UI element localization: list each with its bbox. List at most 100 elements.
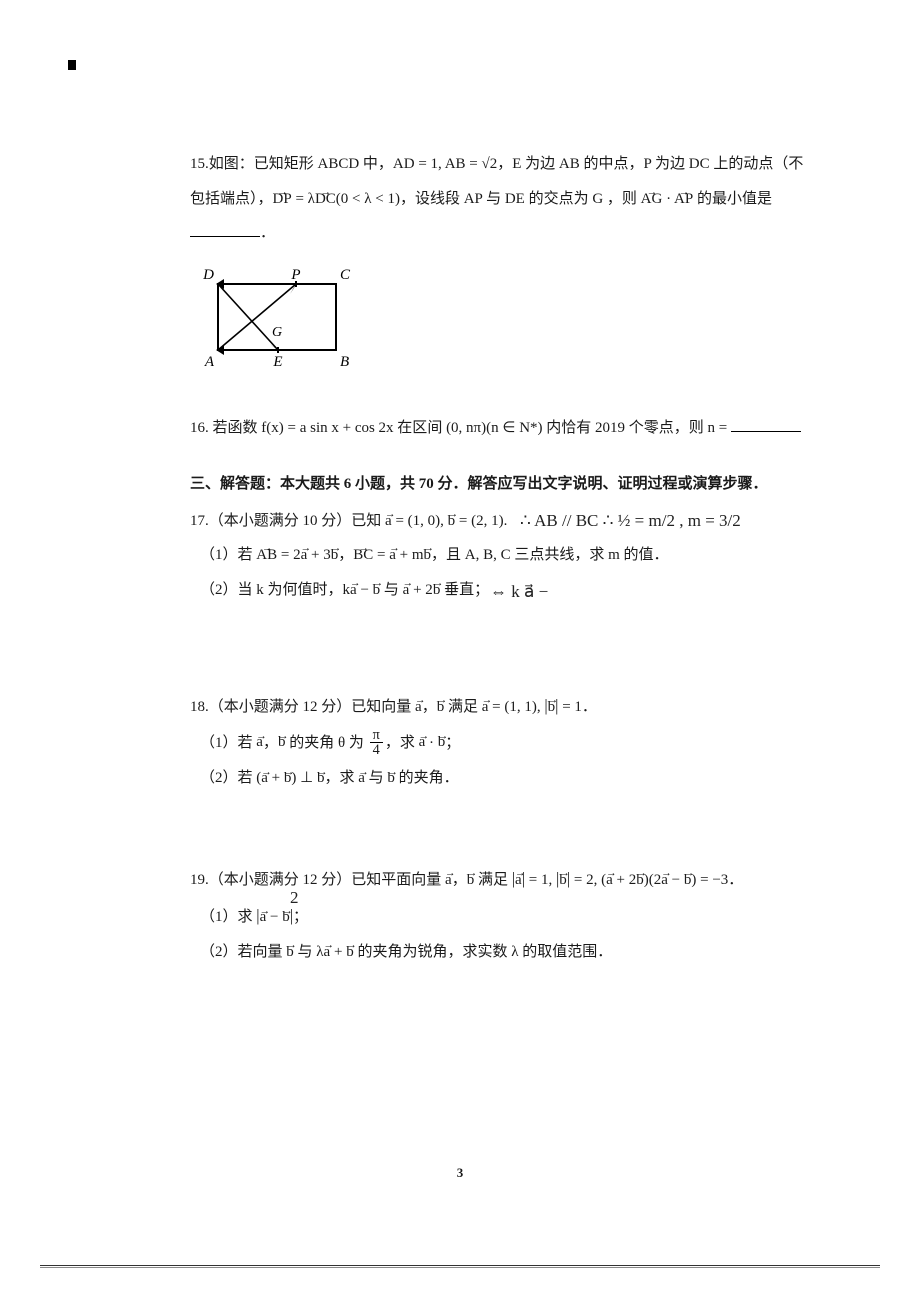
- q17-s2-c: 与: [380, 582, 403, 598]
- vec-b2: b: [331, 547, 339, 563]
- vec-ag: AG: [641, 191, 663, 207]
- vec-bc: BC: [353, 547, 373, 563]
- q18-s1-f: ；: [445, 734, 460, 750]
- vec-a6: a: [415, 699, 422, 715]
- q19-s1-a: （1）求: [200, 909, 256, 925]
- vec-b6: b: [437, 699, 445, 715]
- vec-b4: b: [373, 582, 381, 598]
- q17-sub2: （2）当 k 为何值时，ka − b 与 a + 2b 垂直； ⇔ k a⃗ −: [200, 576, 850, 605]
- vec-a10: a: [261, 770, 268, 786]
- q17-s2-e: 垂直；: [440, 582, 489, 598]
- q18-b-abs: = 1．: [558, 699, 596, 715]
- q19-head-c: 满足: [474, 872, 512, 888]
- q17-head: 17.（本小题满分 10 分）已知 a = (1, 0), b = (2, 1)…: [190, 507, 850, 536]
- q18-a-eq: = (1, 1),: [488, 699, 544, 715]
- q19-sub1: （1）求 |a − b|； 2: [200, 900, 850, 932]
- vec-a7: a: [482, 699, 489, 715]
- q15-text-a: 15.如图：已知矩形 ABCD 中，AD = 1, AB =: [190, 156, 482, 172]
- q17-s1-c: + 3: [307, 547, 330, 563]
- vec-b14: b: [559, 872, 567, 888]
- q19-tail: ) = −3．: [691, 872, 743, 888]
- q17-head-a: 17.（本小题满分 10 分）已知: [190, 513, 385, 529]
- bottom-rule-2: [40, 1267, 880, 1268]
- vec-a3: a: [389, 547, 396, 563]
- pi4-den: 4: [370, 743, 383, 758]
- vec-ab: AB: [256, 547, 277, 563]
- vec-a: a: [385, 513, 392, 529]
- q18-s1-a: （1）若: [200, 734, 256, 750]
- q17-s1-g: ，且 A, B, C 三点共线，求 m 的值．: [431, 547, 669, 563]
- q18-head: 18.（本小题满分 12 分）已知向量 a，b 满足 a = (1, 1), |…: [190, 690, 850, 722]
- q18-s2-c: ) ⊥: [291, 770, 317, 786]
- q16-answer-blank[interactable]: [731, 416, 801, 432]
- page-number: 3: [0, 1165, 920, 1181]
- q17-handwritten-note-2: ⇔ k a⃗ −: [490, 576, 548, 608]
- q15-blank-line: ．: [190, 219, 850, 248]
- q15-line2a: 包括端点），: [190, 191, 273, 207]
- q18-s2-d: ，求: [324, 770, 358, 786]
- vec-b12: b: [387, 770, 395, 786]
- bottom-rule: [40, 1265, 880, 1266]
- q18-head-c: 满足: [444, 699, 482, 715]
- vec-b7: b: [548, 699, 556, 715]
- q18-s1-c: 的夹角 θ 为: [285, 734, 367, 750]
- section-3-header: 三、解答题：本大题共 6 小题，共 70 分．解答应写出文字说明、证明过程或演算…: [190, 470, 850, 499]
- q15-answer-blank[interactable]: [190, 221, 260, 237]
- svg-text:D: D: [202, 267, 214, 283]
- vec-a8: a: [256, 734, 263, 750]
- vec-a4: a: [350, 582, 357, 598]
- q17-b-val: = (2, 1).: [455, 513, 507, 529]
- vec-a14: a: [606, 872, 613, 888]
- q17-sub1: （1）若 AB = 2a + 3b，BC = a + mb，且 A, B, C …: [200, 541, 850, 570]
- vec-a16: a: [260, 909, 267, 925]
- svg-text:A: A: [204, 354, 215, 370]
- q15-dot: ·: [662, 191, 674, 207]
- pi4-num: π: [370, 728, 383, 744]
- q17-a-val: = (1, 0),: [392, 513, 448, 529]
- vec-a13: a: [515, 872, 522, 888]
- q19-handwritten-2: 2: [290, 882, 299, 914]
- vec-b3: b: [424, 547, 432, 563]
- vec-a17: a: [324, 944, 331, 960]
- q18-head-a: 18.（本小题满分 12 分）已知向量: [190, 699, 415, 715]
- vec-b9: b: [438, 734, 446, 750]
- q19-s2-d: 的夹角为锐角，求实数 λ 的取值范围．: [354, 944, 613, 960]
- pi-over-4: π4: [370, 728, 383, 759]
- vec-b: b: [448, 513, 456, 529]
- vec-dc: DC: [315, 191, 336, 207]
- page-corner-mark: [68, 60, 76, 70]
- q17-s1-a: （1）若: [200, 547, 256, 563]
- vec-ap: AP: [674, 191, 693, 207]
- q18-s1-d: ，求: [385, 734, 419, 750]
- q15-cond: (0 < λ < 1)，设线段 AP 与 DE 的交点为 G ，则: [336, 191, 641, 207]
- vec-a11: a: [358, 770, 365, 786]
- q19-mid: + 2: [613, 872, 636, 888]
- q19-s2-b: 与 λ: [294, 944, 324, 960]
- q19-head-a: 19.（本小题满分 12 分）已知平面向量: [190, 872, 445, 888]
- vec-b15: b: [636, 872, 644, 888]
- q16-text: 16. 若函数 f(x) = a sin x + cos 2x 在区间 (0, …: [190, 420, 731, 436]
- q15-line2: 包括端点），DP = λDC(0 < λ < 1)，设线段 AP 与 DE 的交…: [190, 185, 850, 214]
- svg-text:E: E: [272, 354, 282, 370]
- q18-s2-e: 与: [365, 770, 388, 786]
- q19-s2-a: （2）若向量: [200, 944, 286, 960]
- q17-s1-b: = 2: [277, 547, 300, 563]
- vec-dp: DP: [273, 191, 292, 207]
- vec-a2: a: [301, 547, 308, 563]
- q15-line1: 15.如图：已知矩形 ABCD 中，AD = 1, AB = √2，E 为边 A…: [190, 150, 850, 179]
- q17-handwritten-note: ∴ AB // BC ∴ ½ = m/2 , m = 3/2: [520, 505, 741, 537]
- q15-eq: = λ: [292, 191, 315, 207]
- q15-text-b: ，E 为边 AB 的中点，P 为边 DC 上的动点（不: [497, 156, 803, 172]
- vec-a12: a: [445, 872, 452, 888]
- q19-b-abs: = 2, (: [570, 872, 606, 888]
- vec-b18: b: [286, 944, 294, 960]
- q17-s1-e: =: [373, 547, 389, 563]
- q18-s2-f: 的夹角．: [395, 770, 459, 786]
- q18-sub2: （2）若 (a + b) ⊥ b，求 a 与 b 的夹角．: [200, 764, 850, 793]
- vec-b10: b: [284, 770, 292, 786]
- vec-b16: b: [684, 872, 692, 888]
- vec-a9: a: [419, 734, 426, 750]
- q18-sub1: （1）若 a，b 的夹角 θ 为 π4，求 a · b；: [200, 728, 850, 759]
- vec-b19: b: [346, 944, 354, 960]
- vec-b17: b: [282, 909, 290, 925]
